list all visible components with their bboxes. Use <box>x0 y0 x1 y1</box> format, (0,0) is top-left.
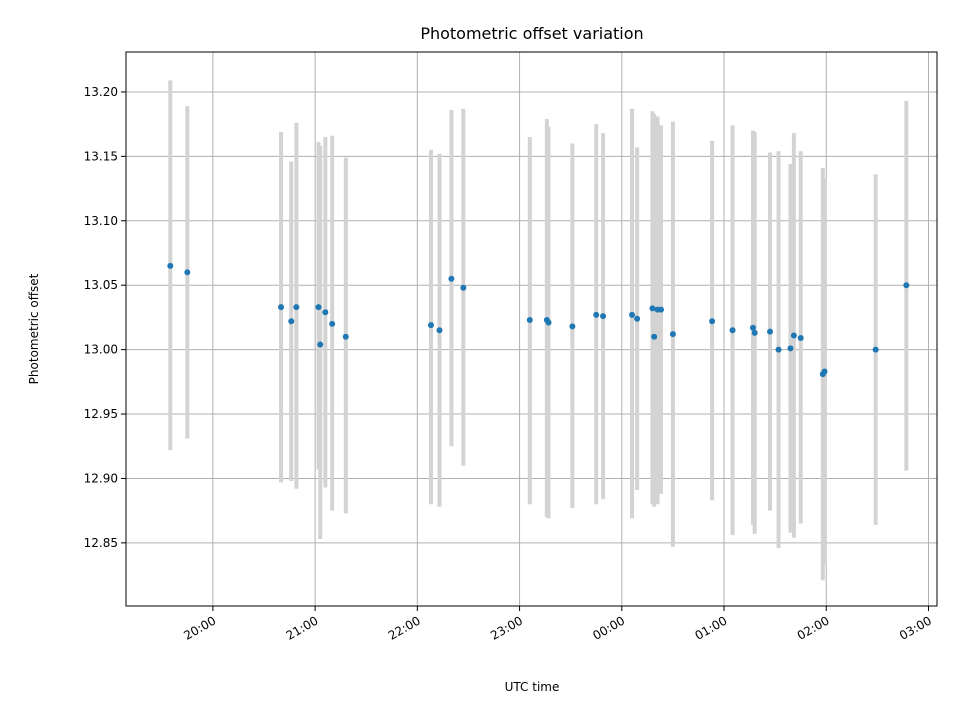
x-tick-label: 22:00 <box>386 613 423 642</box>
data-point <box>749 324 756 331</box>
data-point <box>669 331 676 338</box>
y-axis-ticks: 12.85 12.90 12.95 13.00 13.05 13.10 13.15 13.20 <box>84 85 126 550</box>
y-tick-label: 13.10 <box>84 214 118 228</box>
y-tick-label: 12.90 <box>84 471 118 485</box>
data-point <box>787 345 794 352</box>
data-point <box>821 368 828 375</box>
y-tick-label: 13.15 <box>84 149 118 163</box>
x-tick-label: 01:00 <box>693 613 730 642</box>
data-point <box>709 318 716 325</box>
data-point <box>903 282 910 289</box>
data-point <box>767 328 774 335</box>
y-tick-label: 13.20 <box>84 85 118 99</box>
x-tick-label: 02:00 <box>795 613 832 642</box>
data-point <box>775 346 782 353</box>
y-axis-label: Photometric offset <box>27 273 41 384</box>
data-points <box>167 262 910 378</box>
x-tick-label: 03:00 <box>897 613 934 642</box>
data-point <box>729 327 736 334</box>
x-axis-label: UTC time <box>505 680 560 694</box>
plot-frame <box>125 51 938 607</box>
data-point <box>329 320 336 327</box>
data-point <box>342 333 349 340</box>
data-point <box>751 329 758 336</box>
data-point <box>593 311 600 318</box>
data-point <box>315 304 322 311</box>
data-point <box>797 335 804 342</box>
data-point <box>460 284 467 291</box>
data-point <box>629 311 636 318</box>
data-point <box>600 313 607 320</box>
data-point <box>569 323 576 330</box>
data-point <box>278 304 285 311</box>
data-point <box>634 315 641 322</box>
data-point <box>651 333 658 340</box>
y-tick-label: 13.00 <box>84 343 118 357</box>
chart-title: Photometric offset variation <box>420 24 643 43</box>
y-tick-label: 13.05 <box>84 278 118 292</box>
data-point <box>317 341 324 348</box>
y-tick-label: 12.95 <box>84 407 118 421</box>
data-point <box>436 327 443 334</box>
data-point <box>184 269 191 276</box>
data-point <box>427 322 434 329</box>
x-tick-label: 00:00 <box>590 613 627 642</box>
x-axis-ticks: 20:00 21:00 22:00 23:00 00:00 01:00 02:00 03:00 <box>181 606 934 643</box>
x-tick-label: 21:00 <box>284 613 321 642</box>
data-point <box>657 306 664 313</box>
data-point <box>322 309 329 316</box>
data-point <box>545 319 552 326</box>
data-point <box>167 262 174 269</box>
data-point <box>872 346 879 353</box>
x-tick-label: 23:00 <box>488 613 525 642</box>
data-point <box>288 318 295 325</box>
data-point <box>790 332 797 339</box>
y-tick-label: 12.85 <box>84 536 118 550</box>
data-point <box>526 316 533 323</box>
data-point <box>649 305 656 312</box>
error-bars <box>168 80 909 581</box>
data-point <box>448 275 455 282</box>
x-tick-label: 20:00 <box>181 613 218 642</box>
data-point <box>293 304 300 311</box>
